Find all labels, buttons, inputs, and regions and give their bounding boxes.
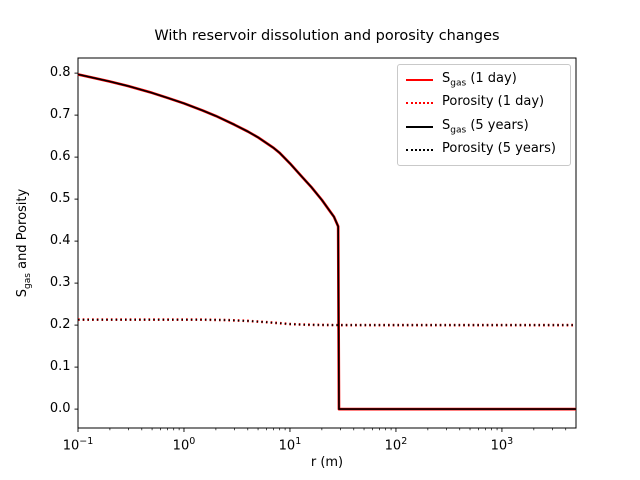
y-tick-label: 0.5 — [49, 191, 71, 207]
y-tick-label: 0.7 — [49, 107, 71, 123]
y-tick-label: 0.8 — [49, 65, 71, 81]
legend-label-subscript: gas — [450, 125, 467, 136]
y-label-rest: and Porosity — [15, 188, 31, 274]
legend-label-main: Porosity (1 day) — [442, 94, 545, 110]
legend-label: Sgas (5 years) — [442, 118, 529, 136]
legend-label-main: S — [442, 117, 451, 133]
y-tick-label: 0.3 — [49, 275, 71, 291]
legend-row-porosity-1day: Porosity (1 day) — [406, 92, 562, 116]
legend-label-rest: (5 years) — [466, 117, 529, 133]
legend-row-sgas-5years: Sgas (5 years) — [406, 115, 562, 139]
legend-line-sample-red-dotted — [406, 102, 433, 105]
legend-label: Sgas (1 day) — [442, 71, 517, 89]
x-axis-label: r (m) — [310, 455, 344, 470]
legend-row-sgas-1day: Sgas (1 day) — [406, 68, 562, 92]
legend-label-rest: (1 day) — [466, 70, 517, 86]
series-line — [78, 318, 576, 326]
legend-label-subscript: gas — [450, 78, 467, 89]
legend-line-sample-black-solid — [406, 125, 433, 128]
x-tick-label: 100 — [172, 436, 196, 454]
y-tick-label: 0.6 — [49, 149, 71, 165]
legend-label: Porosity (5 years) — [442, 141, 556, 159]
y-tick-label: 0.0 — [49, 401, 71, 417]
legend-line-sample-red-solid — [406, 78, 433, 81]
y-axis-label: Sgas and Porosity — [15, 189, 33, 297]
legend-line-sample-black-dotted — [406, 149, 433, 152]
x-tick-label: 101 — [278, 436, 302, 454]
chart-title: With reservoir dissolution and porosity … — [154, 28, 500, 44]
x-tick-label: 103 — [490, 436, 514, 454]
legend-row-porosity-5years: Porosity (5 years) — [406, 139, 562, 163]
legend-label-main: Porosity (5 years) — [442, 141, 556, 157]
legend-label: Porosity (1 day) — [442, 94, 544, 112]
x-tick-label: 102 — [384, 436, 408, 454]
legend: Sgas (1 day) Porosity (1 day) Sgas (5 ye… — [397, 64, 571, 166]
axes-frame — [77, 57, 577, 429]
legend-label-main: S — [442, 70, 451, 86]
y-tick-label: 0.2 — [49, 317, 71, 333]
x-tick-label: 10−1 — [62, 436, 94, 454]
y-label-main: S — [15, 288, 31, 298]
y-label-subscript: gas — [22, 273, 33, 289]
series-line — [77, 73, 576, 410]
y-tick-label: 0.1 — [49, 359, 71, 375]
y-tick-label: 0.4 — [49, 233, 71, 249]
